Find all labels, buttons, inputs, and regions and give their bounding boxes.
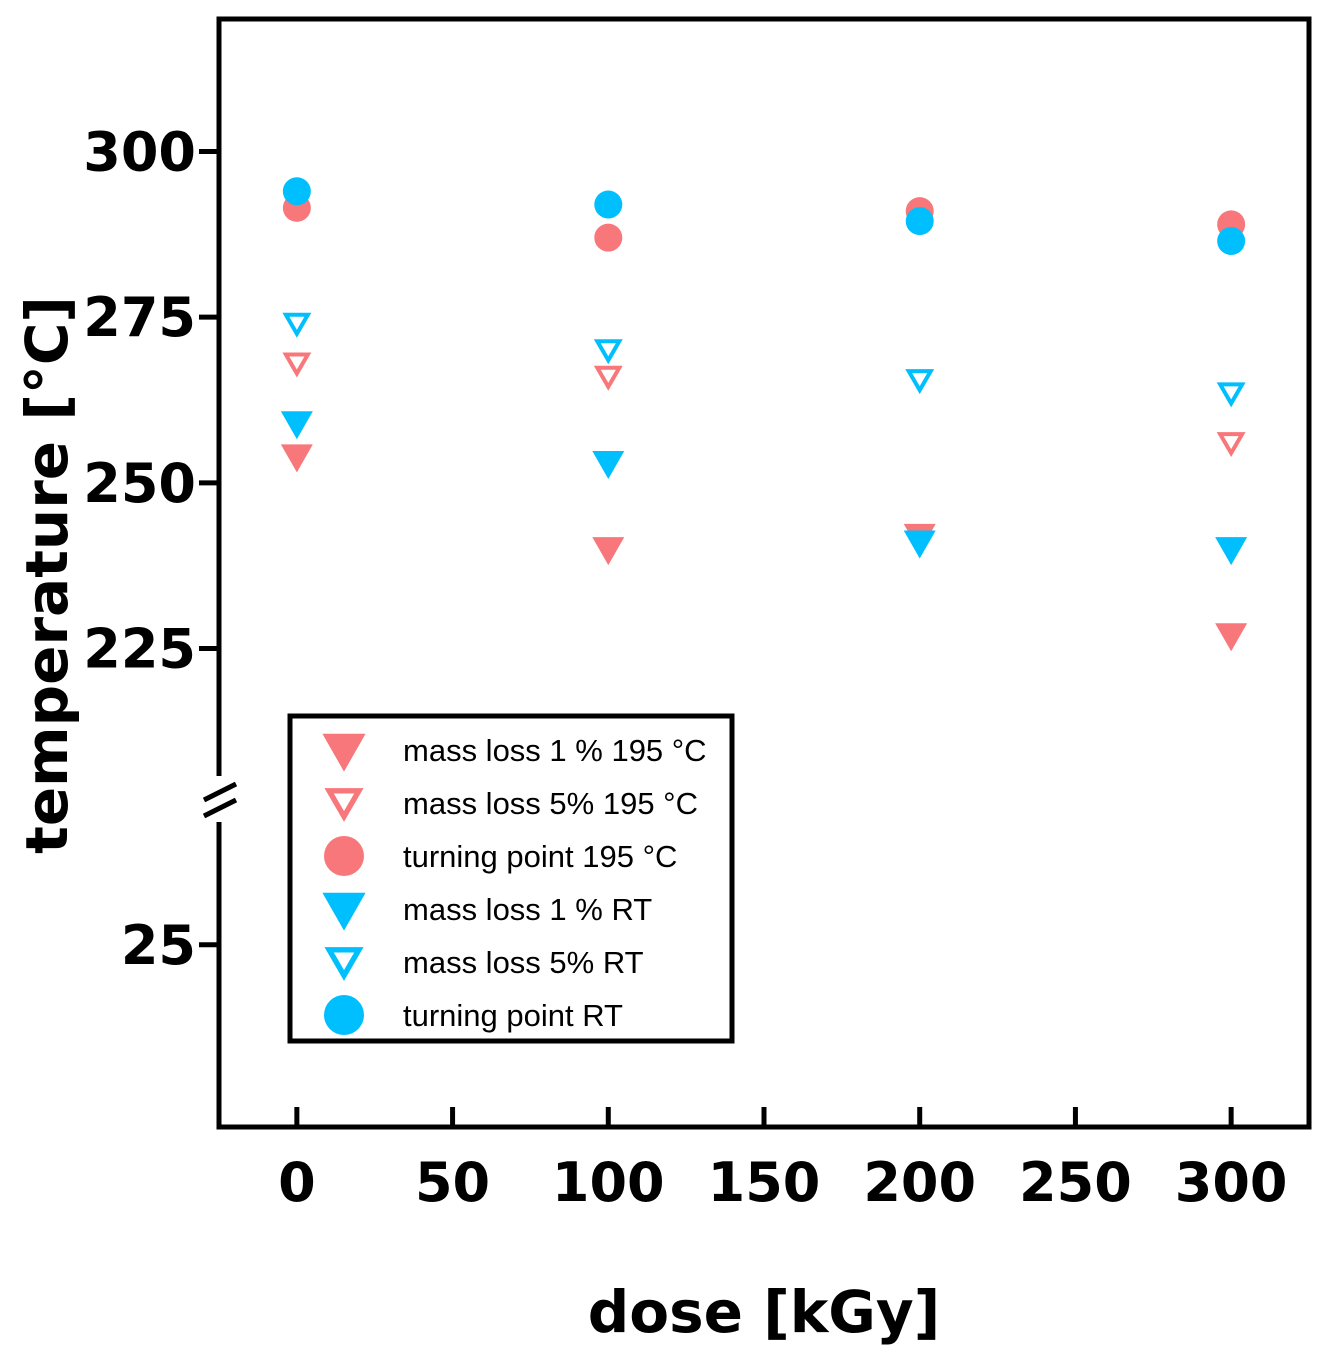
x-axis-ticks: 0 50 100 150 200 250 300 xyxy=(278,1107,1288,1214)
data-point-mass-loss-5-195-c xyxy=(1216,432,1246,458)
x-tick-label: 50 xyxy=(415,1151,490,1214)
y-tick-label: 300 xyxy=(83,121,196,184)
data-point-mass-loss-5-195-c xyxy=(593,365,623,391)
data-point-mass-loss-1-rt xyxy=(903,530,936,559)
x-tick-label: 300 xyxy=(1175,1151,1288,1214)
data-point-mass-loss-5-rt xyxy=(905,369,935,395)
y-tick-label: 250 xyxy=(83,452,196,515)
data-point-mass-loss-1-rt xyxy=(280,411,313,440)
data-point-mass-loss-1-195-c xyxy=(280,444,313,473)
legend-label: turning point RT xyxy=(403,998,623,1033)
x-tick-label: 100 xyxy=(552,1151,665,1214)
legend-label: mass loss 5% RT xyxy=(403,945,644,980)
data-point-mass-loss-5-195-c xyxy=(282,352,312,378)
data-point-mass-loss-1-rt xyxy=(1215,537,1248,566)
data-point-mass-loss-5-rt xyxy=(282,312,312,338)
legend-box xyxy=(287,713,735,1044)
legend-marker xyxy=(324,995,364,1035)
legend-marker xyxy=(322,733,366,772)
legend-label: mass loss 1 % 195 °C xyxy=(403,733,707,768)
data-point-mass-loss-1-195-c xyxy=(592,537,625,566)
legend-marker xyxy=(324,836,364,876)
data-point-mass-loss-5-rt xyxy=(1216,382,1246,408)
data-point-turning-point-rt xyxy=(905,207,934,236)
legend-marker xyxy=(324,947,364,981)
y-axis-title: temperature [°C] xyxy=(13,296,81,854)
data-point-turning-point-rt xyxy=(1217,226,1246,255)
axis-break-marker xyxy=(202,776,238,822)
legend-marker xyxy=(324,788,364,822)
y-axis-ticks: 225 250 275 300 25 xyxy=(83,121,219,977)
x-axis-title: dose [kGy] xyxy=(588,1278,940,1346)
legend-label: mass loss 1 % RT xyxy=(403,892,652,927)
data-point-mass-loss-1-195-c xyxy=(1215,623,1248,652)
legend-marker xyxy=(322,892,366,931)
legend-label: turning point 195 °C xyxy=(403,839,677,874)
legend: mass loss 1 % 195 °C mass loss 5% 195 °C t… xyxy=(287,713,735,1044)
data-point-turning-point-rt xyxy=(594,190,623,219)
x-tick-label: 0 xyxy=(278,1151,316,1214)
x-tick-label: 250 xyxy=(1019,1151,1132,1214)
data-point-turning-point-195-c xyxy=(594,223,623,252)
y-tick-label: 275 xyxy=(83,286,196,349)
legend-label: mass loss 5% 195 °C xyxy=(403,786,698,821)
data-point-mass-loss-1-rt xyxy=(592,450,625,479)
data-point-turning-point-rt xyxy=(282,177,311,206)
y-tick-label: 225 xyxy=(83,617,196,680)
y-tick-label: 25 xyxy=(121,914,196,977)
data-point-mass-loss-5-rt xyxy=(593,339,623,365)
data-marks xyxy=(280,177,1248,652)
x-tick-label: 200 xyxy=(863,1151,976,1214)
x-tick-label: 150 xyxy=(708,1151,821,1214)
